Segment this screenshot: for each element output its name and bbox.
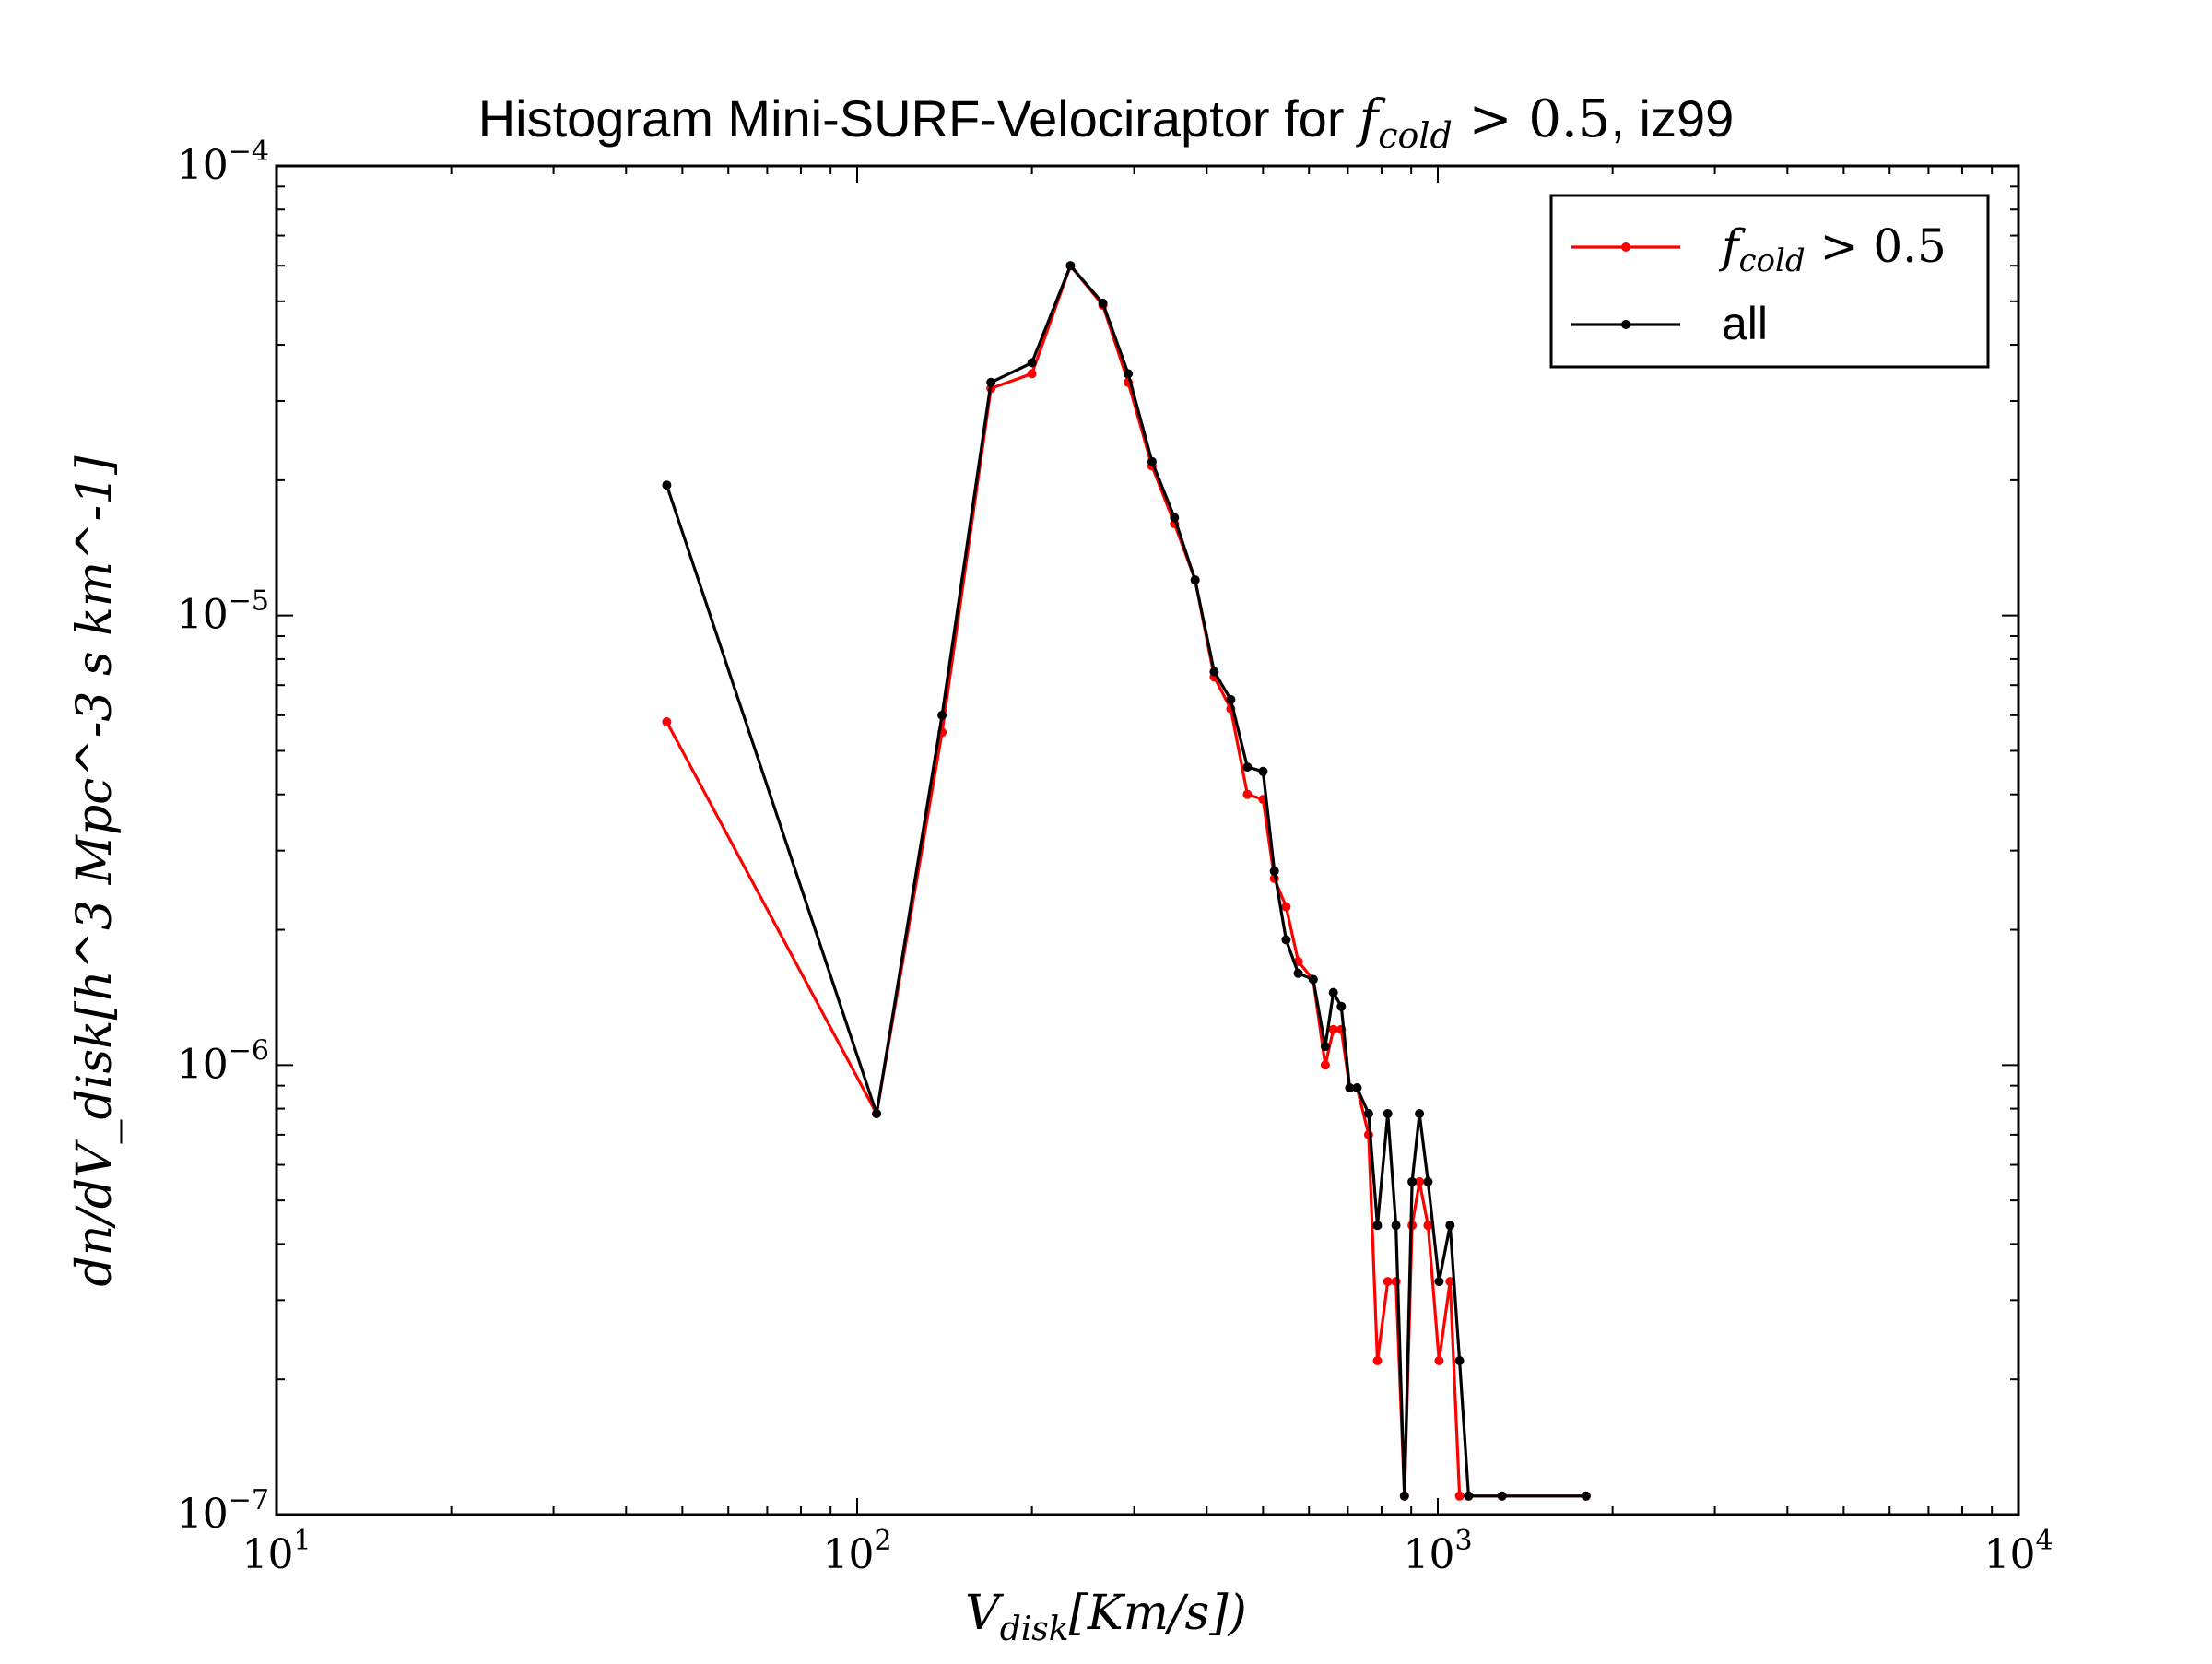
series-layer [662,261,1591,1501]
data-point [662,480,672,490]
y-tick-label: 10−7 [177,1484,269,1538]
data-point [1293,968,1303,978]
data-point [1415,1176,1425,1186]
data-point [1352,1083,1362,1092]
data-point [1242,789,1253,799]
legend-swatch-marker [1621,242,1630,252]
series-fcold [662,261,1591,1501]
data-point [1027,358,1037,368]
data-point [872,1109,882,1118]
data-point [1269,867,1279,876]
data-point [1464,1491,1474,1501]
data-point [1454,1356,1465,1365]
chart-title-suffix: , iz99 [1610,89,1734,148]
data-point [1363,1109,1373,1118]
data-point [1226,694,1236,704]
data-point [1382,1277,1393,1287]
data-point [1581,1491,1591,1501]
y-axis-label-text: dn/dV_disk[h^3 Mpc^-3 s km^-1] [67,455,123,1287]
plot-area [275,164,2020,1516]
data-point [1209,667,1219,677]
x-axis-label-sub: disk [1000,1611,1069,1648]
data-point [1124,369,1134,379]
data-point [1320,1042,1330,1052]
chart-title-sub: cold [1378,115,1453,156]
data-point [1382,1109,1393,1118]
legend-box [1549,194,1990,369]
data-point [1391,1221,1401,1231]
series-line [665,264,1586,1498]
data-point [1372,1356,1382,1365]
x-tick-label: 102 [822,1525,891,1578]
legend-swatch-marker [1621,320,1630,329]
data-point [1328,987,1338,997]
data-point [1242,762,1253,773]
data-point [1434,1277,1444,1287]
data-point [1423,1221,1433,1231]
data-point [1027,369,1037,379]
x-tick-label: 104 [1983,1525,2053,1578]
data-point [1170,513,1180,523]
axis-ticks: 101 102 103 104 10−7 10−6 10−5 10−4 [177,136,2053,1578]
legend-label: fcold > 0.5 [1718,219,1947,279]
data-point [1407,1176,1418,1186]
y-tick-label: 10−5 [177,585,269,639]
x-axis-label: Vdisk[Km/s]) [965,1586,1247,1648]
data-point [1454,1491,1465,1501]
legend: fcold > 0.5 all [1549,194,1990,369]
chart-title-text: Histogram Mini-SURF-Velociraptor for [478,89,1345,148]
data-point [986,377,996,387]
data-point [1065,261,1076,271]
data-point [1281,935,1291,945]
legend-item: all [1571,298,1768,349]
svg-text:Histogram Mini-SURF-Velocirapt: Histogram Mini-SURF-Velociraptor for fcol… [478,89,1735,156]
chart-title-rel: > 0.5 [1453,89,1611,149]
series-all [662,261,1591,1501]
data-point [1345,1083,1355,1092]
data-point [1399,1491,1409,1501]
chart-title: Histogram Mini-SURF-Velociraptor for fcol… [478,89,1735,156]
data-point [1320,1060,1330,1070]
svg-text:Vdisk[Km/s]): Vdisk[Km/s]) [965,1586,1247,1648]
data-point [1328,1024,1338,1034]
x-axis-label-rest: [Km/s]) [1069,1586,1247,1641]
plot-frame [275,164,2020,1516]
data-point [1423,1176,1433,1186]
data-point [1372,1221,1382,1231]
data-point [1415,1109,1425,1118]
legend-label: all [1722,298,1768,349]
y-axis-label: dn/dV_disk[h^3 Mpc^-3 s km^-1] [67,455,123,1287]
data-point [1258,766,1268,776]
x-axis-label-var: V [965,1586,1004,1641]
y-tick-label: 10−6 [177,1034,269,1088]
x-tick-label: 103 [1403,1525,1472,1578]
data-point [1147,456,1157,466]
data-point [1336,1001,1347,1011]
data-point [937,710,947,720]
data-point [1098,298,1108,308]
data-point [662,717,672,726]
data-point [1497,1491,1507,1501]
data-point [1308,974,1318,985]
data-point [1190,575,1200,585]
series-line [665,264,1586,1498]
legend-item: fcold > 0.5 [1571,219,1947,279]
y-tick-label: 10−4 [177,136,269,189]
data-point [1281,902,1291,912]
data-point [1434,1356,1444,1365]
x-tick-label: 101 [241,1525,311,1578]
data-point [1445,1221,1455,1231]
